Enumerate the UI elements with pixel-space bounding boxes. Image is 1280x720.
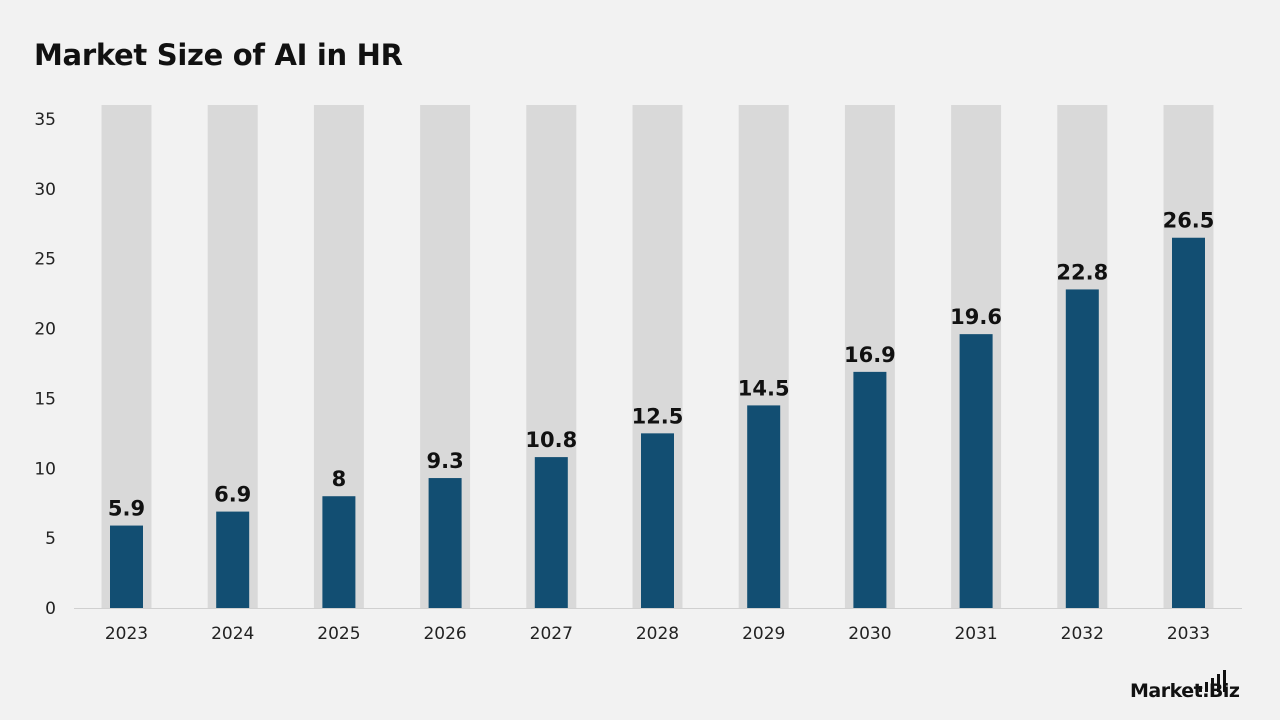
data-label: 6.9 (214, 483, 251, 507)
x-tick-label: 2033 (1167, 624, 1210, 644)
data-label: 26.5 (1163, 209, 1215, 233)
brand-logo: Market.Biz (1130, 670, 1260, 710)
data-label: 9.3 (426, 449, 463, 473)
bar (853, 371, 887, 608)
x-tick-label: 2026 (423, 624, 466, 644)
bar (216, 511, 250, 608)
bar (110, 525, 143, 608)
bar-background (101, 105, 152, 608)
data-label: 8 (332, 467, 347, 491)
y-tick-label: 25 (34, 250, 56, 270)
x-tick-label: 2025 (317, 624, 360, 644)
data-label: 19.6 (950, 305, 1002, 329)
y-tick-label: 20 (34, 320, 56, 340)
bar (534, 457, 568, 608)
data-label: 22.8 (1056, 260, 1108, 284)
y-tick-label: 10 (34, 459, 56, 479)
bar (641, 433, 674, 608)
x-tick-label: 2028 (636, 624, 679, 644)
data-label: 10.8 (525, 428, 577, 452)
x-tick-label: 2030 (848, 624, 891, 644)
y-tick-label: 35 (34, 110, 56, 130)
y-tick-label: 0 (45, 599, 56, 619)
data-label: 12.5 (632, 404, 684, 428)
y-tick-label: 15 (34, 389, 56, 409)
chart-title: Market Size of AI in HR (34, 38, 403, 72)
x-tick-label: 2032 (1061, 624, 1104, 644)
bar (1172, 237, 1205, 608)
bar (1065, 289, 1099, 608)
x-tick-label: 2023 (105, 624, 148, 644)
data-label: 14.5 (738, 376, 790, 400)
x-tick-label: 2031 (954, 624, 997, 644)
bar-signal-icon (1199, 670, 1226, 692)
data-label: 5.9 (108, 497, 145, 521)
bar (322, 496, 356, 608)
x-tick-label: 2027 (530, 624, 573, 644)
bar (747, 405, 781, 608)
brand-logo-text: Market.Biz (1130, 680, 1240, 702)
y-tick-label: 5 (45, 529, 56, 549)
x-tick-label: 2029 (742, 624, 785, 644)
x-tick-label: 2024 (211, 624, 254, 644)
data-label: 16.9 (844, 343, 896, 367)
bar (959, 334, 993, 608)
bar (428, 478, 462, 608)
y-tick-label: 30 (34, 180, 56, 200)
